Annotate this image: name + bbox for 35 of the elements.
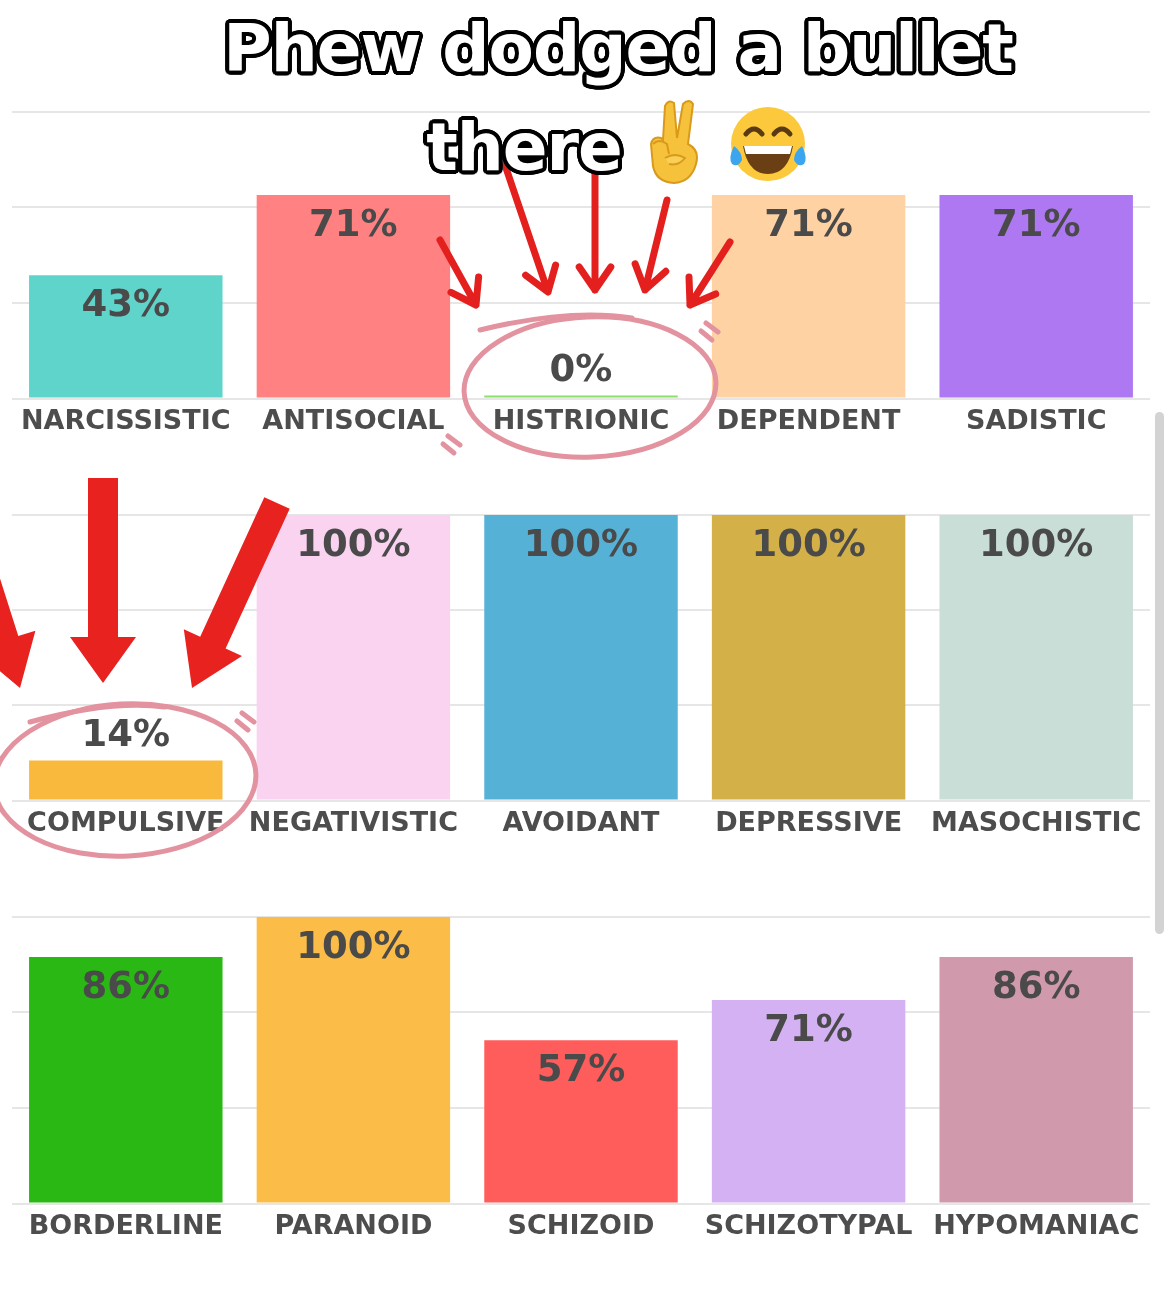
data-label: 100% bbox=[523, 521, 639, 565]
x-tick-label: NEGATIVISTIC bbox=[248, 805, 458, 837]
x-tick-label: NARCISSISTIC bbox=[21, 403, 231, 435]
data-label: 71% bbox=[309, 201, 398, 245]
x-tick-label: PARANOID bbox=[274, 1208, 433, 1240]
data-label: 100% bbox=[296, 521, 411, 565]
x-tick-label: SCHIZOID bbox=[507, 1208, 655, 1240]
data-label: 100% bbox=[296, 923, 411, 967]
bar bbox=[939, 957, 1133, 1203]
x-tick-label: AVOIDANT bbox=[502, 805, 660, 837]
x-tick-label: DEPENDENT bbox=[716, 403, 901, 435]
x-tick-label: SCHIZOTYPAL bbox=[704, 1208, 913, 1240]
bar bbox=[29, 957, 223, 1203]
data-label: 14% bbox=[81, 712, 171, 756]
data-label: 86% bbox=[991, 963, 1081, 1007]
x-tick-label: BORDERLINE bbox=[28, 1208, 223, 1240]
x-tick-label: HISTRIONIC bbox=[492, 403, 670, 435]
bar bbox=[484, 1040, 678, 1203]
data-label: 71% bbox=[991, 201, 1081, 245]
x-tick-label: ANTISOCIAL bbox=[262, 403, 445, 435]
x-tick-label: MASOCHISTIC bbox=[931, 805, 1142, 837]
data-label: 100% bbox=[751, 521, 866, 565]
data-label: 86% bbox=[81, 963, 171, 1007]
data-label: 43% bbox=[81, 281, 171, 325]
data-label: 57% bbox=[536, 1046, 626, 1090]
data-label: 0% bbox=[549, 347, 613, 391]
data-label: 71% bbox=[764, 1006, 853, 1050]
x-tick-label: SADISTIC bbox=[965, 403, 1107, 435]
data-label: 100% bbox=[979, 521, 1094, 565]
data-label: 71% bbox=[764, 201, 853, 245]
x-tick-label: COMPULSIVE bbox=[27, 805, 225, 837]
x-tick-label: DEPRESSIVE bbox=[715, 805, 903, 837]
x-tick-label: HYPOMANIAC bbox=[933, 1208, 1140, 1240]
bar bbox=[256, 917, 451, 1203]
bar bbox=[711, 1000, 906, 1203]
